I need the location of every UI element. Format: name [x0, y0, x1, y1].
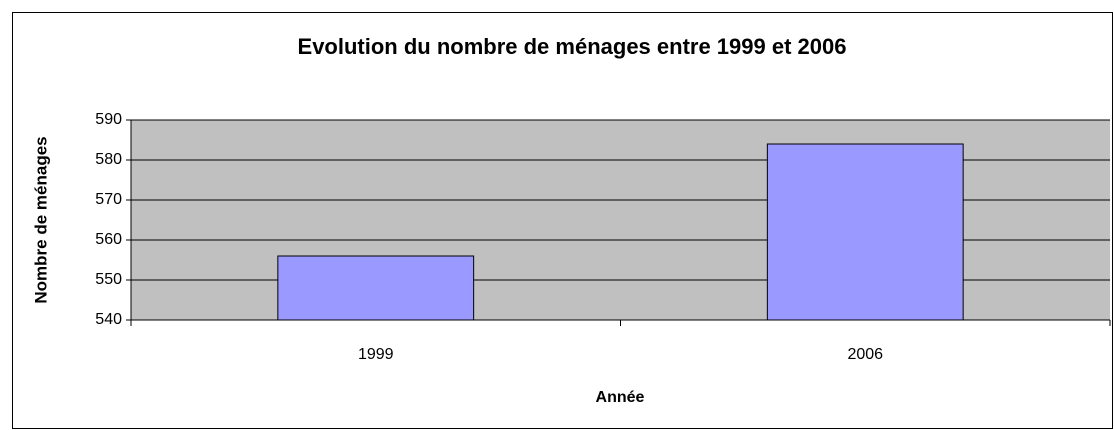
bar [766, 143, 964, 321]
y-axis-title: Nombre de ménages [31, 136, 50, 303]
x-tick-label: 2006 [847, 346, 883, 363]
bar [277, 255, 475, 321]
x-axis-title: Année [596, 389, 645, 406]
y-tick-label: 550 [95, 271, 122, 288]
y-tick-label: 570 [95, 191, 122, 208]
y-tick-label: 580 [95, 151, 122, 168]
y-tick-label: 560 [95, 231, 122, 248]
x-tick-label: 1999 [358, 346, 394, 363]
y-tick-label: 540 [95, 311, 122, 328]
chart-title: Evolution du nombre de ménages entre 199… [298, 34, 847, 59]
y-tick-label: 590 [95, 111, 122, 128]
